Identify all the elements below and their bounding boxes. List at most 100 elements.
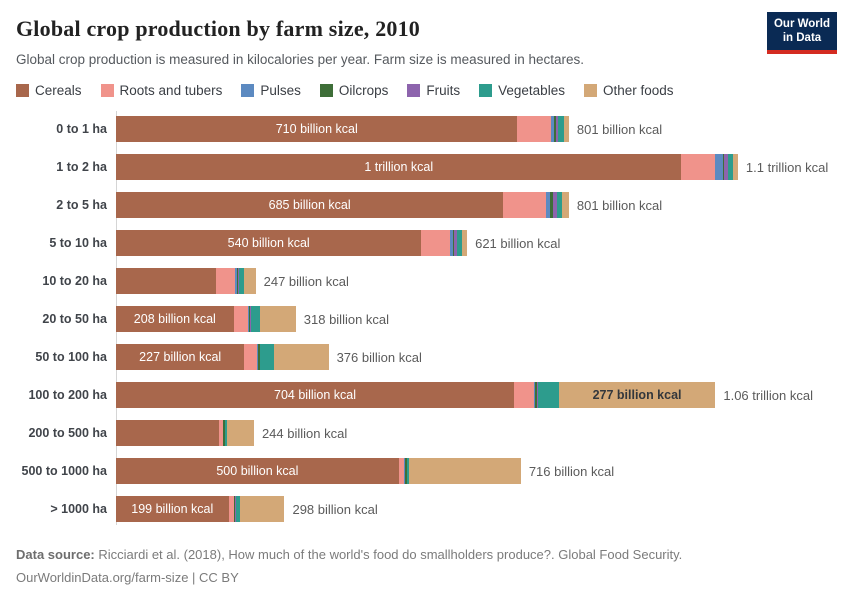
bar-segment-vegetables[interactable] <box>407 458 409 484</box>
bar-segment-cereals[interactable]: 710 billion kcal <box>116 116 518 142</box>
bar-segment-fruits[interactable] <box>235 496 236 522</box>
category-label: 10 to 20 ha <box>42 274 107 288</box>
bar-segment-other-foods[interactable]: 277 billion kcal <box>558 382 716 408</box>
bar-segment-roots-and-tubers[interactable] <box>421 230 450 256</box>
bar-segment-oilcrops[interactable] <box>223 420 225 446</box>
bar-segment-vegetables[interactable] <box>557 192 563 218</box>
bar-segment-vegetables[interactable] <box>235 496 241 522</box>
bar-segment-pulses[interactable] <box>247 306 249 332</box>
bar-segment-oilcrops[interactable] <box>404 458 407 484</box>
bar-segment-oilcrops[interactable] <box>550 192 553 218</box>
bar-segment-oilcrops[interactable] <box>248 306 250 332</box>
bar-segment-oilcrops[interactable] <box>452 230 455 256</box>
bar-segment-fruits[interactable] <box>249 306 252 332</box>
bar-segment-other-foods[interactable] <box>243 268 256 294</box>
license-line[interactable]: OurWorldinData.org/farm-size | CC BY <box>16 569 239 585</box>
bar-segment-oilcrops[interactable] <box>723 154 725 180</box>
bar-segment-fruits[interactable] <box>238 268 240 294</box>
bar-segment-cereals[interactable]: 1 trillion kcal <box>116 154 682 180</box>
bar-segment-other-foods[interactable] <box>227 420 254 446</box>
legend-item-cereals[interactable]: Cereals <box>16 83 82 98</box>
bar-segment-roots-and-tubers[interactable] <box>503 192 546 218</box>
legend-item-pulses[interactable]: Pulses <box>241 83 301 98</box>
bar-segment-roots-and-tubers[interactable] <box>517 116 552 142</box>
owid-logo[interactable]: Our World in Data <box>767 12 837 55</box>
bar-segment-pulses[interactable] <box>404 458 405 484</box>
bar-segment-roots-and-tubers[interactable] <box>514 382 535 408</box>
bar-segment-vegetables[interactable] <box>260 344 274 370</box>
bar-segment-cereals[interactable]: 500 billion kcal <box>116 458 399 484</box>
bar-segment-pulses[interactable] <box>534 382 535 408</box>
bar-segment-other-foods[interactable] <box>562 192 569 218</box>
bar-segment-other-foods[interactable] <box>259 306 296 332</box>
bar-segment-other-foods[interactable] <box>408 458 521 484</box>
bar-segment-oilcrops[interactable] <box>535 382 538 408</box>
bar-segment-cereals[interactable]: 685 billion kcal <box>116 192 504 218</box>
bar-segment-cereals[interactable] <box>116 420 219 446</box>
bar-segment-vegetables[interactable] <box>225 420 228 446</box>
bar-segment-cereals[interactable] <box>116 268 217 294</box>
bar-segment-other-foods[interactable] <box>462 230 468 256</box>
bar-segment-oilcrops[interactable] <box>554 116 556 142</box>
bar-segment-cereals[interactable]: 540 billion kcal <box>116 230 422 256</box>
bar-segment-oilcrops[interactable] <box>257 344 260 370</box>
legend-item-oilcrops[interactable]: Oilcrops <box>319 83 389 98</box>
bar-segment-pulses[interactable] <box>449 230 453 256</box>
bar-segment-pulses[interactable] <box>257 344 258 370</box>
bar-segment-oilcrops[interactable] <box>234 496 236 522</box>
bar-segment-pulses[interactable] <box>235 268 237 294</box>
legend-label: Oilcrops <box>338 83 389 98</box>
bar-segment-pulses[interactable] <box>545 192 551 218</box>
bar-segment-fruits[interactable] <box>259 344 261 370</box>
legend-item-vegetables[interactable]: Vegetables <box>479 83 565 98</box>
bar-segment-cereals[interactable]: 199 billion kcal <box>116 496 229 522</box>
bar-segment-roots-and-tubers[interactable] <box>233 306 248 332</box>
legend-swatch-other-foods <box>583 84 597 97</box>
bar-segment-fruits[interactable] <box>552 192 558 218</box>
data-source-line: Data source: Ricciardi et al. (2018), Ho… <box>16 544 834 567</box>
bar-segment-vegetables[interactable] <box>456 230 463 256</box>
bar-segment-oilcrops[interactable] <box>236 268 239 294</box>
bar-segment-pulses[interactable] <box>222 420 224 446</box>
bar-segment-other-foods[interactable] <box>563 116 569 142</box>
bar-segment-cereals[interactable]: 704 billion kcal <box>116 382 515 408</box>
bar-segment-fruits[interactable] <box>224 420 226 446</box>
chart-row: > 1000 ha 199 billion kcal 298 billion kca… <box>16 496 834 522</box>
bar-segment-vegetables[interactable] <box>538 382 559 408</box>
bar-segment-pulses[interactable] <box>551 116 555 142</box>
legend-label: Vegetables <box>498 83 565 98</box>
bar-segment-pulses[interactable] <box>715 154 724 180</box>
bar-segment-other-foods[interactable] <box>732 154 738 180</box>
legend-item-roots-and-tubers[interactable]: Roots and tubers <box>100 83 222 98</box>
stacked-bar: 710 billion kcal <box>116 116 569 142</box>
bar-segment-vegetables[interactable] <box>558 116 564 142</box>
bar-segment-fruits[interactable] <box>406 458 408 484</box>
bar-segment-pulses[interactable] <box>233 496 235 522</box>
chart-row: 50 to 100 ha 227 billion kcal 376 billion … <box>16 344 834 370</box>
bar-segment-fruits[interactable] <box>454 230 457 256</box>
bar-total-label: 801 billion kcal <box>576 121 663 137</box>
bar-segment-roots-and-tubers[interactable] <box>228 496 234 522</box>
bar-segment-vegetables[interactable] <box>251 306 260 332</box>
bar-segment-other-foods[interactable] <box>240 496 285 522</box>
chart-row: 5 to 10 ha 540 billion kcal 621 billion kc… <box>16 230 834 256</box>
bar-value-label: 710 billion kcal <box>275 122 358 136</box>
bar-segment-vegetables[interactable] <box>239 268 244 294</box>
bar-segment-other-foods[interactable] <box>273 344 329 370</box>
legend-item-fruits[interactable]: Fruits <box>407 83 460 98</box>
bar-segment-cereals[interactable]: 208 billion kcal <box>116 306 234 332</box>
legend-swatch-pulses <box>241 84 255 97</box>
bar-segment-roots-and-tubers[interactable] <box>218 420 223 446</box>
legend-item-other-foods[interactable]: Other foods <box>583 83 674 98</box>
legend-swatch-fruits <box>407 84 421 97</box>
bar-segment-roots-and-tubers[interactable] <box>244 344 258 370</box>
bar-segment-roots-and-tubers[interactable] <box>398 458 405 484</box>
bar-segment-fruits[interactable] <box>555 116 559 142</box>
bar-segment-vegetables[interactable] <box>727 154 733 180</box>
bar-segment-fruits[interactable] <box>537 382 539 408</box>
bar-segment-fruits[interactable] <box>724 154 728 180</box>
bar-segment-roots-and-tubers[interactable] <box>216 268 236 294</box>
data-source-text: Ricciardi et al. (2018), How much of the… <box>94 547 683 562</box>
bar-segment-cereals[interactable]: 227 billion kcal <box>116 344 245 370</box>
bar-segment-roots-and-tubers[interactable] <box>681 154 716 180</box>
